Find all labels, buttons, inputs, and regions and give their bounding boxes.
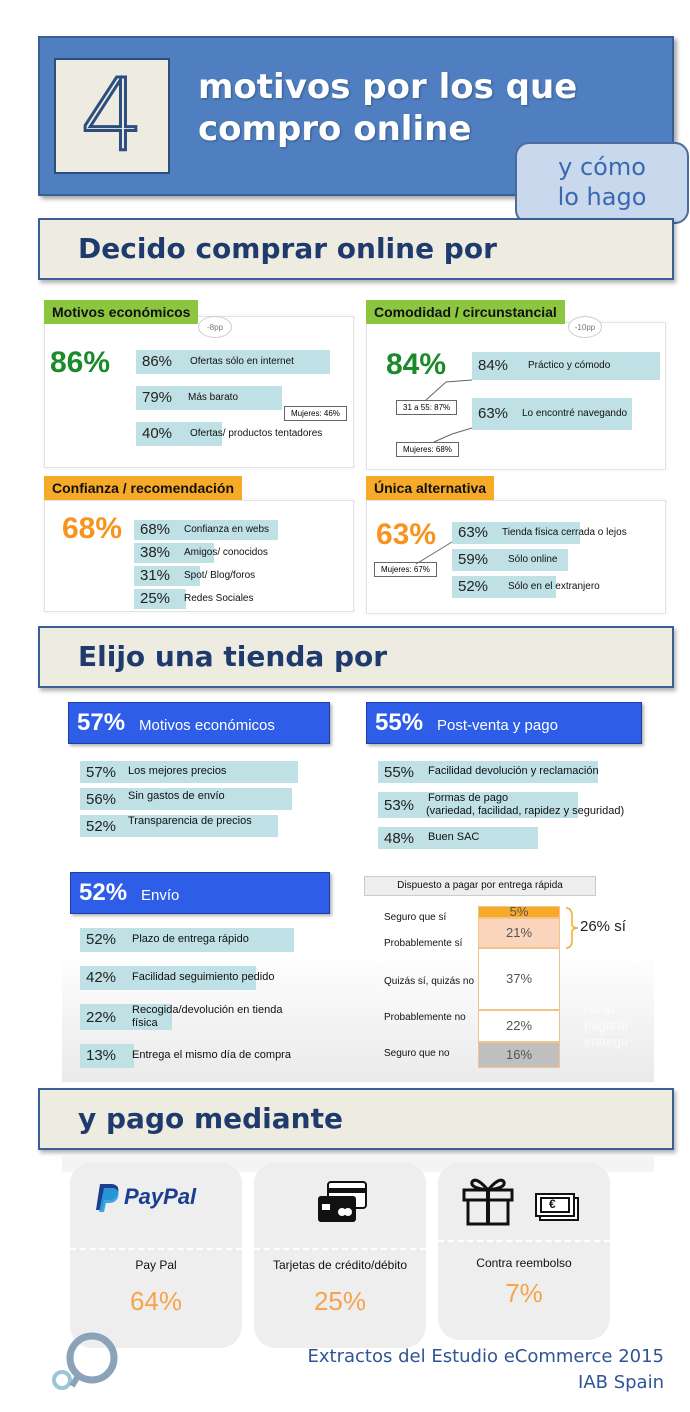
- gift-icon: [462, 1178, 514, 1226]
- item-confianza-0: 68% Confianza en webs: [134, 520, 278, 540]
- item-economicos-0: 86% Ofertas sólo en internet: [136, 350, 330, 374]
- card-tarjetas-pct: 25%: [313, 1286, 367, 1316]
- summary-26-si: 26% sí: [580, 918, 626, 935]
- item-s2-eco-2: 52% Transparencia de precios: [80, 815, 278, 837]
- head-envio-label: Envío: [141, 887, 180, 904]
- tag-confianza: Confianza / recomendación: [44, 476, 243, 500]
- bubble-line2: lo hago: [557, 183, 647, 211]
- head-postventa: 55% Post-venta y pago: [366, 702, 642, 744]
- item-s2-eco-1: 56% Sin gastos de envío: [80, 788, 292, 810]
- item-confianza-1: 38% Amigos/ conocidos: [134, 543, 268, 563]
- paypal-p-icon: [96, 1184, 119, 1212]
- card-tarjetas: Tarjetas de crédito/débito 25%: [254, 1162, 426, 1348]
- header-number: 4: [79, 57, 146, 174]
- item-economicos-2: 40% Ofertas/ productos tentadores: [136, 422, 322, 446]
- card-paypal-name: Pay Pal: [135, 1258, 177, 1272]
- big-pct-comodidad: 84%: [386, 348, 447, 381]
- item-s2-envio-3: 13% Entrega el mismo día de compra: [80, 1044, 291, 1068]
- item-s2-envio-2: 22% Recogida/devolución en tienda física: [80, 1004, 282, 1030]
- item-unica-0: 63% Tienda física cerrada o lejos: [452, 522, 634, 544]
- stack-label-quizas: Quizás sí, quizás no: [384, 976, 475, 987]
- head-economicos: 57% Motivos económicos: [68, 702, 330, 744]
- tag-comodidad: Comodidad / circunstancial: [366, 300, 565, 324]
- section-elijo-title: Elijo una tienda por: [78, 640, 388, 673]
- head-envio-pct: 52%: [79, 879, 128, 906]
- item-s2-eco-0: 57% Los mejores precios: [80, 761, 298, 783]
- item-comodidad-0: 84% Práctico y cómodo: [472, 352, 660, 380]
- item-unica-1: 59% Sólo online: [452, 549, 568, 571]
- stack-probable-si: 21%: [478, 918, 560, 948]
- iab-logo-icon: [52, 1332, 118, 1390]
- footer-credit: Extractos del Estudio eCommerce 2015 IAB…: [308, 1344, 664, 1396]
- header-speech-bubble: y cómo lo hago: [515, 142, 689, 224]
- header-title-line1: motivos por los que: [198, 67, 578, 107]
- header-number-box: 4: [54, 58, 170, 174]
- head-economicos-pct: 57%: [77, 709, 126, 736]
- tag-motivos-economicos: Motivos económicos: [44, 300, 199, 324]
- card-reembolso-pct: 7%: [505, 1278, 543, 1308]
- stack-label-seguro-no: Seguro que no: [384, 1048, 450, 1059]
- head-postventa-label: Post-venta y pago: [437, 717, 558, 734]
- tag-unica: Única alternativa: [366, 476, 495, 500]
- credit-card-icon: [318, 1181, 367, 1222]
- big-pct-unica: 63%: [376, 518, 437, 551]
- item-unica-2: 52% Sólo en el extranjero: [452, 576, 600, 598]
- stack-probable-no: 22%: [478, 1010, 560, 1042]
- callout-lines-comodidad: [425, 379, 473, 443]
- section-decido: Decido comprar online por: [38, 218, 674, 280]
- item-s2-post-1: 53% Formas de pago (variedad, facilidad,…: [378, 792, 624, 818]
- brace-si: [565, 907, 579, 949]
- stack-seguro-no: 16%: [478, 1042, 560, 1068]
- dispuesto-title: Dispuesto a pagar por entrega rápida: [364, 876, 596, 896]
- euro-symbol: €: [549, 1197, 556, 1211]
- stack-seguro-si: 5%: [478, 905, 560, 918]
- big-pct-confianza: 68%: [62, 512, 123, 545]
- stack-label-probable-no: Probablemente no: [384, 1012, 466, 1023]
- note-economicos: -8pp: [198, 316, 232, 338]
- header-title-line2: compro online: [198, 109, 472, 149]
- stack-label-seguro-si: Seguro que sí: [384, 912, 447, 923]
- item-s2-post-2: 48% Buen SAC: [378, 827, 538, 849]
- section-pago: y pago mediante: [38, 1088, 674, 1150]
- item-confianza-2: 31% Spot/ Blog/foros: [134, 566, 255, 586]
- section-decido-title: Decido comprar online por: [78, 232, 497, 265]
- header-title: motivos por los que compro online: [198, 66, 618, 150]
- callout-line-unica: [415, 541, 453, 565]
- card-reembolso-name: Contra reembolso: [476, 1256, 572, 1270]
- card-reembolso: € Contra reembolso 7%: [438, 1162, 610, 1340]
- callout-mujeres-46: Mujeres: 46%: [284, 406, 347, 421]
- section-elijo: Elijo una tienda por: [38, 626, 674, 688]
- note-comodidad: -10pp: [568, 316, 602, 338]
- item-s2-envio-1: 42% Facilidad seguimiento pedido: [80, 966, 274, 990]
- card-paypal-pct: 64%: [129, 1286, 183, 1316]
- card-tarjetas-name: Tarjetas de crédito/débito: [272, 1258, 408, 1272]
- item-comodidad-1: 63% Lo encontré navegando: [472, 398, 632, 430]
- stack-label-probable-si: Probablemente sí: [384, 938, 463, 949]
- item-economicos-1: 79% Más barato: [136, 386, 282, 410]
- item-s2-post-0: 55% Facilidad devolución y reclamación: [378, 761, 599, 783]
- card-paypal: PayPal Pay Pal 64%: [70, 1162, 242, 1348]
- stack-quizas: 37%: [478, 948, 560, 1010]
- callout-mujeres-68: Mujeres: 68%: [396, 442, 459, 457]
- item-confianza-3: 25% Redes Sociales: [134, 589, 253, 609]
- head-envio: 52% Envío: [70, 872, 330, 914]
- head-economicos-label: Motivos económicos: [139, 717, 275, 734]
- callout-31-55: 31 a 55: 87%: [396, 400, 458, 415]
- bubble-line1: y cómo: [558, 153, 646, 181]
- item-s2-envio-0: 52% Plazo de entrega rápido: [80, 928, 294, 952]
- footer-line2: IAB Spain: [578, 1372, 664, 1393]
- head-postventa-pct: 55%: [375, 709, 424, 736]
- ghost-text: No la pagaría entrega: [584, 1002, 629, 1049]
- big-pct-economicos: 86%: [50, 346, 111, 379]
- paypal-logo: PayPal: [94, 1182, 196, 1212]
- banknote-icon: €: [534, 1192, 580, 1227]
- footer-line1: Extractos del Estudio eCommerce 2015: [307, 1346, 664, 1367]
- paypal-brand: PayPal: [124, 1184, 197, 1209]
- callout-mujeres-67: Mujeres: 67%: [374, 562, 437, 577]
- section-pago-title: y pago mediante: [78, 1102, 343, 1135]
